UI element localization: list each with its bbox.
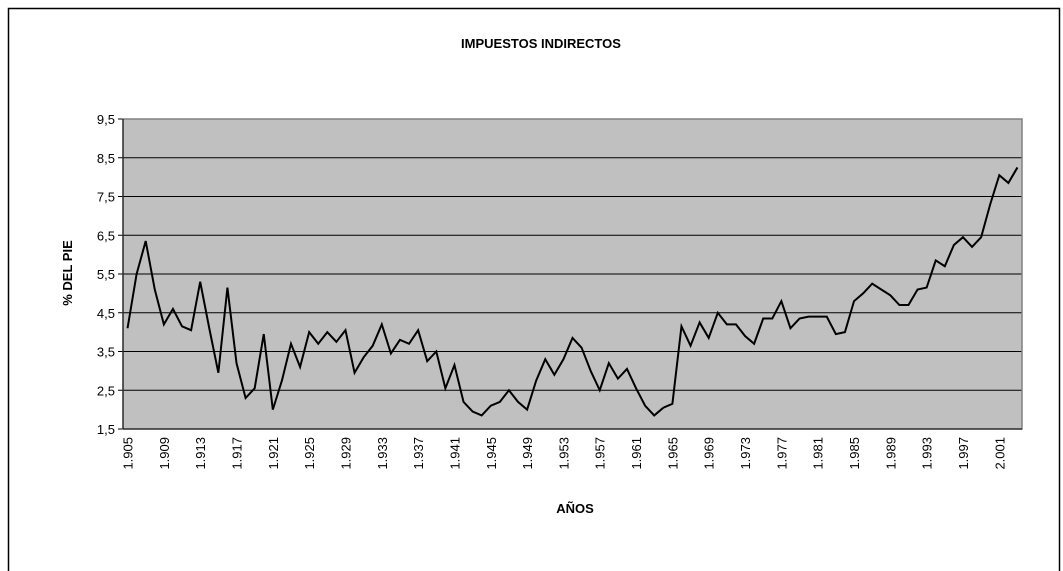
x-tick-label: 1.909 — [157, 437, 172, 470]
x-tick-label: 1.937 — [411, 437, 426, 470]
y-tick-label: 3,5 — [97, 345, 115, 360]
x-tick-label: 2.001 — [992, 437, 1007, 470]
y-tick-label: 1,5 — [97, 422, 115, 437]
x-tick-label: 1.981 — [811, 437, 826, 470]
x-tick-label: 1.949 — [520, 437, 535, 470]
x-tick-label: 1.953 — [556, 437, 571, 470]
x-tick-label: 1.905 — [121, 437, 136, 470]
x-tick-label: 1.925 — [302, 437, 317, 470]
y-tick-label: 7,5 — [97, 190, 115, 205]
x-tick-label: 1.921 — [266, 437, 281, 470]
x-axis-label: AÑOS — [556, 501, 594, 516]
x-tick-label: 1.969 — [702, 437, 717, 470]
x-tick-label: 1.933 — [375, 437, 390, 470]
x-tick-label: 1.941 — [447, 437, 462, 470]
x-tick-label: 1.977 — [774, 437, 789, 470]
y-tick-label: 5,5 — [97, 267, 115, 282]
x-tick-label: 1.917 — [230, 437, 245, 470]
x-tick-label: 1.957 — [593, 437, 608, 470]
x-tick-label: 1.993 — [920, 437, 935, 470]
y-tick-label: 6,5 — [97, 228, 115, 243]
x-tick-label: 1.929 — [338, 437, 353, 470]
x-tick-label: 1.973 — [738, 437, 753, 470]
y-axis-label: % DEL PIE — [60, 240, 75, 306]
x-tick-label: 1.945 — [484, 437, 499, 470]
y-tick-label: 2,5 — [97, 383, 115, 398]
data-line — [126, 166, 1019, 417]
y-tick-label: 9,5 — [97, 112, 115, 127]
y-tick-label: 8,5 — [97, 151, 115, 166]
x-tick-label: 1.997 — [956, 437, 971, 470]
chart-title: IMPUESTOS INDIRECTOS — [461, 36, 621, 51]
x-tick-label: 1.961 — [629, 437, 644, 470]
x-tick-label: 1.989 — [883, 437, 898, 470]
x-tick-label: 1.985 — [847, 437, 862, 470]
x-tick-label: 1.913 — [193, 437, 208, 470]
y-tick-label: 4,5 — [97, 306, 115, 321]
x-tick-label: 1.965 — [665, 437, 680, 470]
